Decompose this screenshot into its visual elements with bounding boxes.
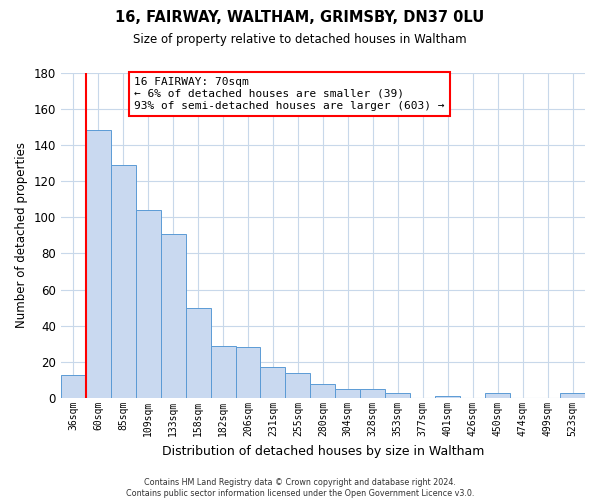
Bar <box>61 374 86 398</box>
Bar <box>485 392 510 398</box>
Text: Contains HM Land Registry data © Crown copyright and database right 2024.
Contai: Contains HM Land Registry data © Crown c… <box>126 478 474 498</box>
Text: 16 FAIRWAY: 70sqm
← 6% of detached houses are smaller (39)
93% of semi-detached : 16 FAIRWAY: 70sqm ← 6% of detached house… <box>134 78 445 110</box>
Bar <box>435 396 460 398</box>
Bar <box>161 234 185 398</box>
X-axis label: Distribution of detached houses by size in Waltham: Distribution of detached houses by size … <box>162 444 484 458</box>
Text: 16, FAIRWAY, WALTHAM, GRIMSBY, DN37 0LU: 16, FAIRWAY, WALTHAM, GRIMSBY, DN37 0LU <box>115 10 485 25</box>
Bar <box>185 308 211 398</box>
Bar <box>236 348 260 398</box>
Bar <box>86 130 111 398</box>
Bar <box>260 368 286 398</box>
Bar <box>136 210 161 398</box>
Bar <box>361 389 385 398</box>
Bar <box>560 392 585 398</box>
Bar <box>286 373 310 398</box>
Bar <box>211 346 236 398</box>
Y-axis label: Number of detached properties: Number of detached properties <box>15 142 28 328</box>
Bar <box>385 392 410 398</box>
Bar <box>111 165 136 398</box>
Bar <box>310 384 335 398</box>
Bar <box>335 389 361 398</box>
Text: Size of property relative to detached houses in Waltham: Size of property relative to detached ho… <box>133 32 467 46</box>
